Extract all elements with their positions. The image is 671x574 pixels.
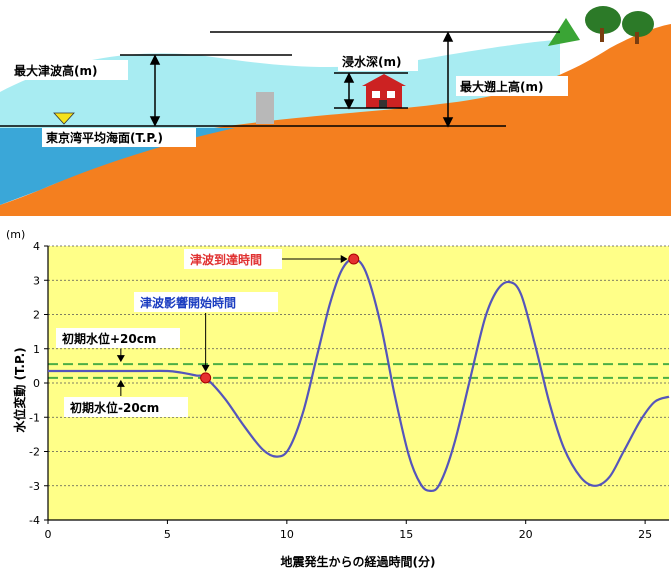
band-lower-arrowhead-icon <box>116 379 125 387</box>
sea-level-marker-icon <box>53 112 75 125</box>
arrival-time-marker <box>348 253 360 265</box>
max-runup-height-label: 最大遡上高(m) <box>460 79 543 94</box>
y-tick-label: 2 <box>33 309 40 322</box>
x-tick-label: 10 <box>280 528 294 541</box>
impact-start-arrowhead-icon <box>201 364 210 372</box>
y-tick-label: 3 <box>33 274 40 287</box>
y-tick-label: 4 <box>33 240 40 253</box>
arrival-label-box <box>184 249 282 270</box>
x-tick-label: 5 <box>164 528 171 541</box>
y-tick-labels: 4 3 2 1 0 -1 -2 -3 -4 <box>29 240 48 527</box>
arrival-arrowhead-icon <box>340 255 348 264</box>
y-tick-label: -4 <box>29 514 40 527</box>
water-level-series-line <box>47 257 670 493</box>
y-axis-label: 水位変動 (T.P.) <box>12 347 27 432</box>
tokyo-bay-mean-sea-level-label: 東京湾平均海面(T.P.) <box>46 130 163 145</box>
x-tick-labels: 0 5 10 15 20 25 <box>45 520 652 541</box>
y-tick-label: -3 <box>29 480 40 493</box>
y-unit-label: (m) <box>6 228 25 241</box>
band-upper-arrowhead-icon <box>116 355 125 363</box>
arrival-time-label: 津波到達時間 <box>190 252 262 267</box>
impact-start-time-label: 津波影響開始時間 <box>140 295 236 310</box>
y-tick-label: -2 <box>29 446 40 459</box>
y-tick-label: -1 <box>29 411 40 424</box>
trees-icon <box>548 6 654 46</box>
x-tick-label: 25 <box>638 528 652 541</box>
tsunami-cross-section-diagram: 最大津波高(m) 浸水深(m) 最大遡上高(m) 東京湾平均海面(T.P.) <box>0 6 671 216</box>
x-tick-label: 20 <box>519 528 533 541</box>
band-lower-label-box <box>64 397 188 417</box>
band-lower-label: 初期水位-20cm <box>70 400 159 415</box>
initial-level-bands <box>48 363 669 379</box>
sea-nearshore <box>0 128 235 205</box>
x-tick-label: 0 <box>45 528 52 541</box>
x-tick-label: 15 <box>399 528 413 541</box>
band-upper-label-box <box>56 328 180 348</box>
y-tick-label: 1 <box>33 343 40 356</box>
max-tsunami-height-label: 最大津波高(m) <box>14 63 97 78</box>
inundation-depth-label: 浸水深(m) <box>342 54 401 69</box>
impact-start-label-box <box>134 292 278 312</box>
x-axis-label: 地震発生からの経過時間(分) <box>281 554 436 569</box>
house-icon <box>362 74 406 108</box>
land-terrain <box>0 24 671 216</box>
band-upper-label: 初期水位+20cm <box>62 331 156 346</box>
y-tick-label: 0 <box>33 377 40 390</box>
seawall-block <box>256 92 274 124</box>
impact-start-marker <box>200 372 212 384</box>
